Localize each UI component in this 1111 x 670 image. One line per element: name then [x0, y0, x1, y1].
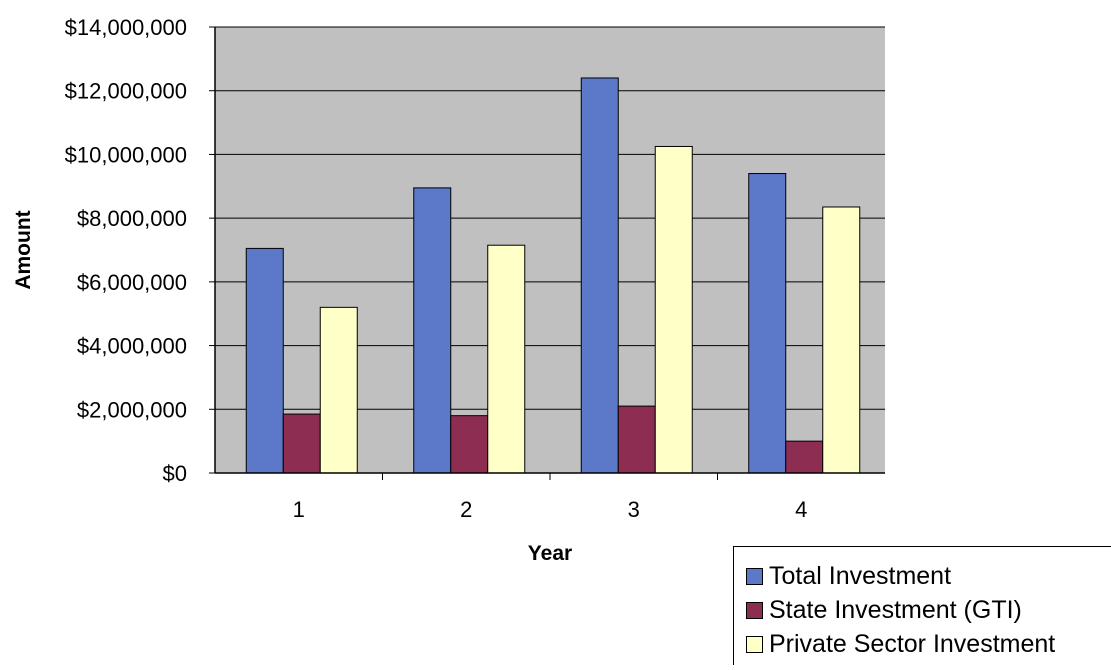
- bar-private-sector-investment-year-2: [487, 244, 526, 474]
- y-tick-label: $2,000,000: [77, 397, 187, 422]
- y-tick-label: $14,000,000: [65, 15, 187, 40]
- legend-label: Total Investment: [769, 561, 952, 590]
- y-axis-title: Amount: [12, 210, 35, 289]
- bar-private-sector-investment-year-4: [822, 206, 861, 474]
- legend-swatch: [746, 601, 763, 619]
- x-tick-label: 3: [628, 497, 640, 522]
- bars: [245, 77, 861, 474]
- tick-labels: $0 $2,000,000 $4,000,000 $6,000,000 $8,000,0…: [65, 15, 808, 522]
- axes: [209, 26, 885, 480]
- y-tick-label: $0: [163, 461, 187, 486]
- y-tick-label: $10,000,000: [65, 142, 187, 167]
- bar-state-investment-gti-year-2: [450, 415, 489, 474]
- bar-total-investment-year-3: [580, 77, 619, 474]
- x-tick-label: 4: [795, 497, 807, 522]
- x-tick-label: 1: [293, 497, 305, 522]
- x-tick-label: 2: [460, 497, 472, 522]
- bar-private-sector-investment-year-3: [654, 145, 693, 474]
- legend-item: State Investment (GTI): [734, 593, 1111, 627]
- legend-item: Private Sector Investment: [734, 627, 1111, 661]
- bar-total-investment-year-4: [748, 173, 787, 474]
- legend-item: Total Investment: [734, 559, 1111, 593]
- legend-swatch: [746, 567, 763, 585]
- legend-swatch: [746, 635, 763, 653]
- bar-state-investment-gti-year-1: [282, 413, 321, 474]
- legend: Total Investment State Investment (GTI) Pr…: [733, 546, 1111, 665]
- bar-total-investment-year-1: [245, 247, 284, 474]
- bar-total-investment-year-2: [413, 187, 452, 474]
- y-tick-label: $8,000,000: [77, 206, 187, 231]
- bar-state-investment-gti-year-4: [785, 440, 824, 474]
- legend-label: State Investment (GTI): [769, 595, 1022, 624]
- bar-private-sector-investment-year-1: [319, 306, 358, 474]
- y-tick-label: $6,000,000: [77, 270, 187, 295]
- x-axis-title: Year: [528, 542, 572, 565]
- y-tick-label: $4,000,000: [77, 334, 187, 359]
- legend-label: Private Sector Investment: [769, 629, 1056, 658]
- bar-state-investment-gti-year-3: [617, 405, 656, 474]
- y-tick-label: $12,000,000: [65, 79, 187, 104]
